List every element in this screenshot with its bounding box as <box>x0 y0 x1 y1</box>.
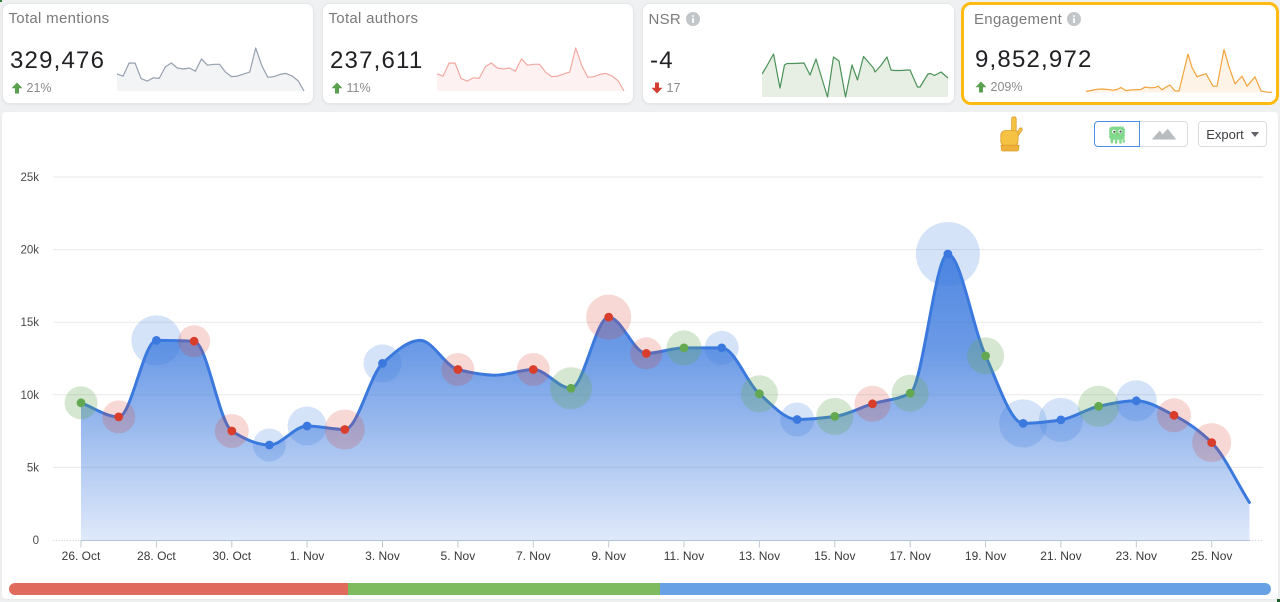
svg-text:19. Nov: 19. Nov <box>965 549 1006 563</box>
svg-text:15k: 15k <box>20 317 39 329</box>
svg-text:26. Oct: 26. Oct <box>62 549 101 563</box>
svg-text:23. Nov: 23. Nov <box>1116 549 1157 563</box>
svg-text:5k: 5k <box>27 462 39 474</box>
svg-text:25k: 25k <box>20 172 39 184</box>
svg-text:15. Nov: 15. Nov <box>814 549 855 563</box>
svg-text:0: 0 <box>33 535 39 547</box>
svg-text:5. Nov: 5. Nov <box>441 549 476 563</box>
svg-text:9. Nov: 9. Nov <box>591 549 626 563</box>
svg-text:1. Nov: 1. Nov <box>290 549 325 563</box>
svg-text:13. Nov: 13. Nov <box>739 549 780 563</box>
svg-text:11. Nov: 11. Nov <box>664 549 704 563</box>
svg-text:10k: 10k <box>20 390 39 402</box>
svg-text:17. Nov: 17. Nov <box>890 549 931 563</box>
svg-text:28. Oct: 28. Oct <box>137 549 176 563</box>
svg-text:7. Nov: 7. Nov <box>516 549 551 563</box>
svg-text:30. Oct: 30. Oct <box>212 549 251 563</box>
svg-text:21. Nov: 21. Nov <box>1040 549 1081 563</box>
svg-text:25. Nov: 25. Nov <box>1191 549 1232 563</box>
svg-text:3. Nov: 3. Nov <box>365 549 400 563</box>
svg-text:20k: 20k <box>20 245 39 257</box>
